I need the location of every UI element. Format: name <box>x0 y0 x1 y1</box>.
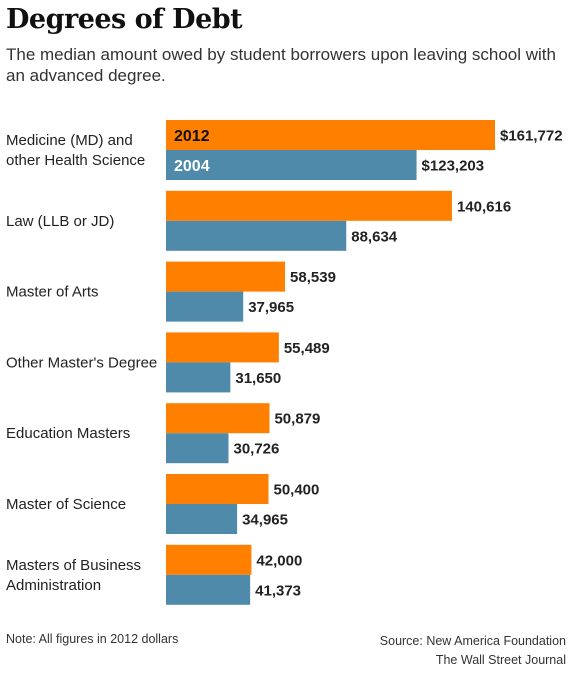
value-label-law-llb-or-jd-2012: 140,616 <box>457 198 511 215</box>
value-label-medicine-md-and-other-health-science-2004: $123,203 <box>422 158 485 175</box>
value-label-law-llb-or-jd-2004: 88,634 <box>351 228 398 245</box>
legend-label-2012: 2012 <box>174 128 210 145</box>
category-label-masters-of-business-administration-line-1: Masters of Business <box>6 557 141 574</box>
value-label-education-masters-2004: 30,726 <box>233 441 279 458</box>
bar-education-masters-2004 <box>166 433 229 464</box>
source-text: Source: New America Foundation <box>379 634 566 648</box>
source-block: Source: New America Foundation The Wall … <box>380 632 566 670</box>
legend-label-2004: 2004 <box>174 158 210 175</box>
value-label-master-of-arts-2012: 58,539 <box>290 269 336 286</box>
bar-master-of-science-2012 <box>166 474 269 504</box>
value-label-other-master-s-degree-2012: 55,489 <box>284 340 330 357</box>
value-label-masters-of-business-administration-2004: 41,373 <box>255 582 301 599</box>
value-label-master-of-science-2004: 34,965 <box>242 512 288 529</box>
chart-title: Degrees of Debt <box>6 4 243 35</box>
bar-master-of-science-2004 <box>166 504 238 534</box>
category-label-master-of-science: Master of Science <box>6 496 126 513</box>
value-label-education-masters-2012: 50,879 <box>274 411 320 428</box>
bar-other-master-s-degree-2004 <box>166 362 231 393</box>
category-label-medicine-md-and-other-health-science-line-2: other Health Science <box>6 152 145 169</box>
bar-education-masters-2012 <box>166 403 270 434</box>
category-label-law-llb-or-jd: Law (LLB or JD) <box>6 213 114 230</box>
value-label-master-of-arts-2004: 37,965 <box>248 299 294 316</box>
category-label-medicine-md-and-other-health-science-line-1: Medicine (MD) and <box>6 132 133 149</box>
value-label-other-master-s-degree-2004: 31,650 <box>235 370 281 387</box>
bar-law-llb-or-jd-2004 <box>166 220 347 251</box>
credit-text: The Wall Street Journal <box>435 653 566 667</box>
category-label-other-master-s-degree: Other Master's Degree <box>6 354 157 371</box>
bar-medicine-md-and-other-health-science-2012 <box>166 120 495 150</box>
bar-law-llb-or-jd-2012 <box>166 190 452 221</box>
category-label-master-of-arts: Master of Arts <box>6 284 99 301</box>
bar-medicine-md-and-other-health-science-2004 <box>166 150 417 180</box>
value-label-medicine-md-and-other-health-science-2012: $161,772 <box>500 128 563 145</box>
category-label-masters-of-business-administration-line-2: Administration <box>6 577 101 594</box>
bar-master-of-arts-2012 <box>166 261 286 292</box>
bar-master-of-arts-2004 <box>166 291 244 322</box>
category-label-education-masters: Education Masters <box>6 425 130 442</box>
chart-subtitle: The median amount owed by student borrow… <box>6 45 556 85</box>
value-label-masters-of-business-administration-2012: 42,000 <box>256 552 302 569</box>
footnote: Note: All figures in 2012 dollars <box>6 632 179 646</box>
bar-masters-of-business-administration-2004 <box>166 574 251 605</box>
bar-other-master-s-degree-2012 <box>166 332 279 363</box>
bar-masters-of-business-administration-2012 <box>166 544 252 575</box>
value-label-master-of-science-2012: 50,400 <box>273 482 319 499</box>
